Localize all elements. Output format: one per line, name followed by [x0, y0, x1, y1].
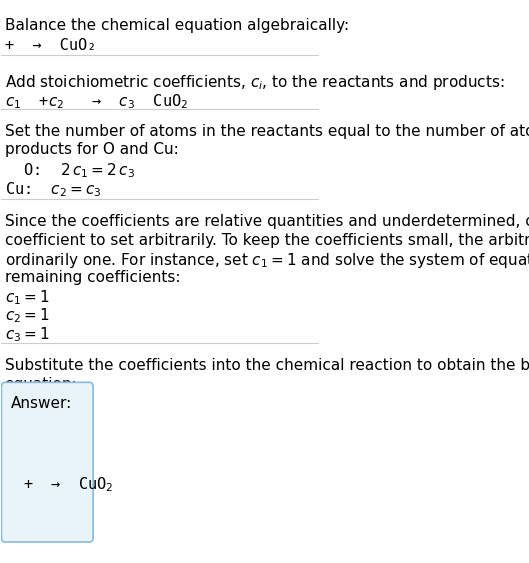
Text: +  →  CuO₂: + → CuO₂: [5, 38, 96, 53]
Text: Since the coefficients are relative quantities and underdetermined, choose a: Since the coefficients are relative quan…: [5, 215, 529, 229]
Text: Set the number of atoms in the reactants equal to the number of atoms in the: Set the number of atoms in the reactants…: [5, 123, 529, 138]
Text: equation:: equation:: [5, 377, 77, 392]
Text: products for O and Cu:: products for O and Cu:: [5, 142, 178, 157]
Text: Balance the chemical equation algebraically:: Balance the chemical equation algebraica…: [5, 18, 349, 33]
Text: Cu:  $c_2 = c_3$: Cu: $c_2 = c_3$: [5, 181, 101, 199]
Text: remaining coefficients:: remaining coefficients:: [5, 270, 180, 285]
Text: coefficient to set arbitrarily. To keep the coefficients small, the arbitrary va: coefficient to set arbitrarily. To keep …: [5, 233, 529, 248]
Text: $c_3 = 1$: $c_3 = 1$: [5, 325, 49, 344]
Text: $c_1 = 1$: $c_1 = 1$: [5, 288, 49, 307]
Text: +  →  CuO$_2$: + → CuO$_2$: [14, 475, 114, 494]
Text: $c_1$  +$c_2$   →  $c_3$  CuO$_2$: $c_1$ +$c_2$ → $c_3$ CuO$_2$: [5, 92, 188, 111]
Text: O:  $2\, c_1 = 2\, c_3$: O: $2\, c_1 = 2\, c_3$: [5, 161, 134, 180]
Text: $c_2 = 1$: $c_2 = 1$: [5, 307, 49, 325]
Text: ordinarily one. For instance, set $c_1 = 1$ and solve the system of equations fo: ordinarily one. For instance, set $c_1 =…: [5, 251, 529, 270]
FancyBboxPatch shape: [2, 382, 93, 542]
Text: Add stoichiometric coefficients, $c_i$, to the reactants and products:: Add stoichiometric coefficients, $c_i$, …: [5, 73, 504, 92]
Text: Answer:: Answer:: [11, 396, 72, 412]
Text: Substitute the coefficients into the chemical reaction to obtain the balanced: Substitute the coefficients into the che…: [5, 358, 529, 373]
